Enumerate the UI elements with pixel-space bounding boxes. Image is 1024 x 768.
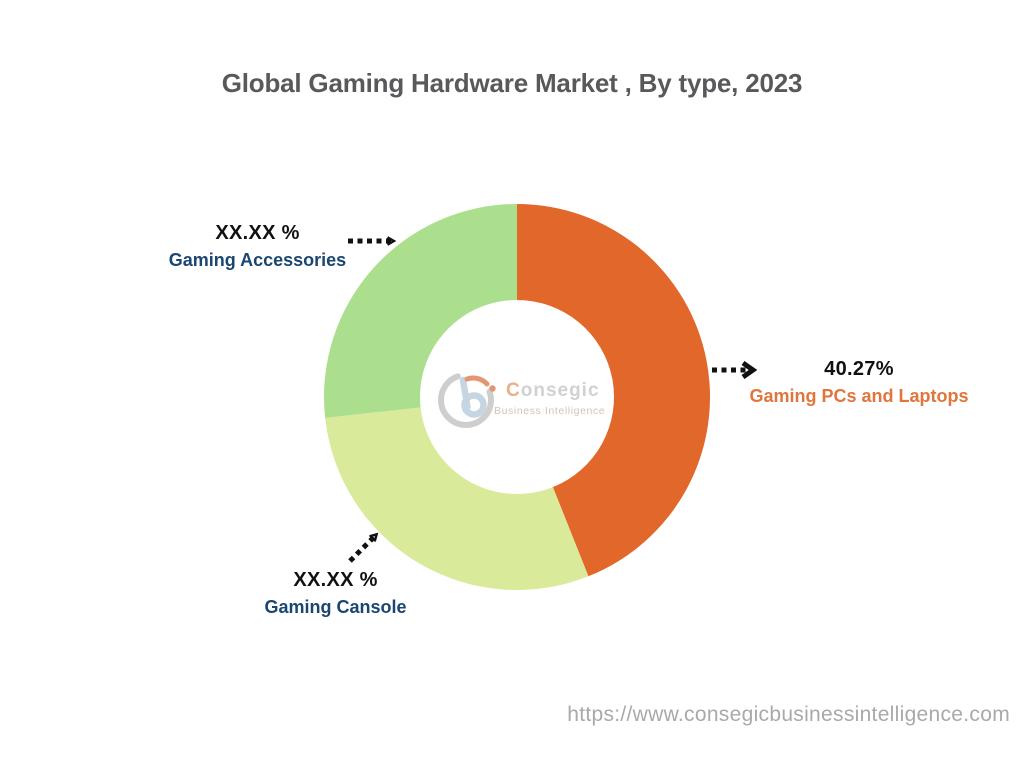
accessories-label: Gaming Accessories <box>168 250 347 270</box>
logo-orange-swoosh <box>464 375 490 387</box>
chart-title: Global Gaming Hardware Market , By type,… <box>221 68 803 98</box>
pcs-value: 40.27% <box>824 358 894 380</box>
accessories-value: XX.XX % <box>215 222 300 244</box>
callout-gaming-pcs-and-laptops: 40.27% Gaming PCs and Laptops <box>743 357 975 408</box>
logo-brand-text: Consegic <box>506 380 600 401</box>
donut-segment-gaming-cansole[interactable] <box>325 407 589 590</box>
logo-orange-dot <box>489 385 496 392</box>
consegic-logo: Consegic Business Intelligence <box>438 372 605 428</box>
donut-segment-gaming-pcs-and-laptops[interactable] <box>517 204 710 577</box>
logo-b-mark <box>438 372 496 428</box>
donut-segment-gaming-accessories[interactable] <box>324 204 517 418</box>
pcs-label: Gaming PCs and Laptops <box>749 386 969 406</box>
cansole-value: XX.XX % <box>293 569 378 591</box>
logo-tagline-text: Business Intelligence <box>494 405 605 417</box>
donut-chart <box>324 204 710 590</box>
cansole-label: Gaming Cansole <box>264 597 407 617</box>
callout-gaming-cansole: XX.XX % Gaming Cansole <box>233 568 438 619</box>
callout-gaming-accessories: XX.XX % Gaming Accessories <box>150 221 365 272</box>
footer-website-url[interactable]: https://www.consegicbusinessintelligence… <box>567 703 1010 726</box>
